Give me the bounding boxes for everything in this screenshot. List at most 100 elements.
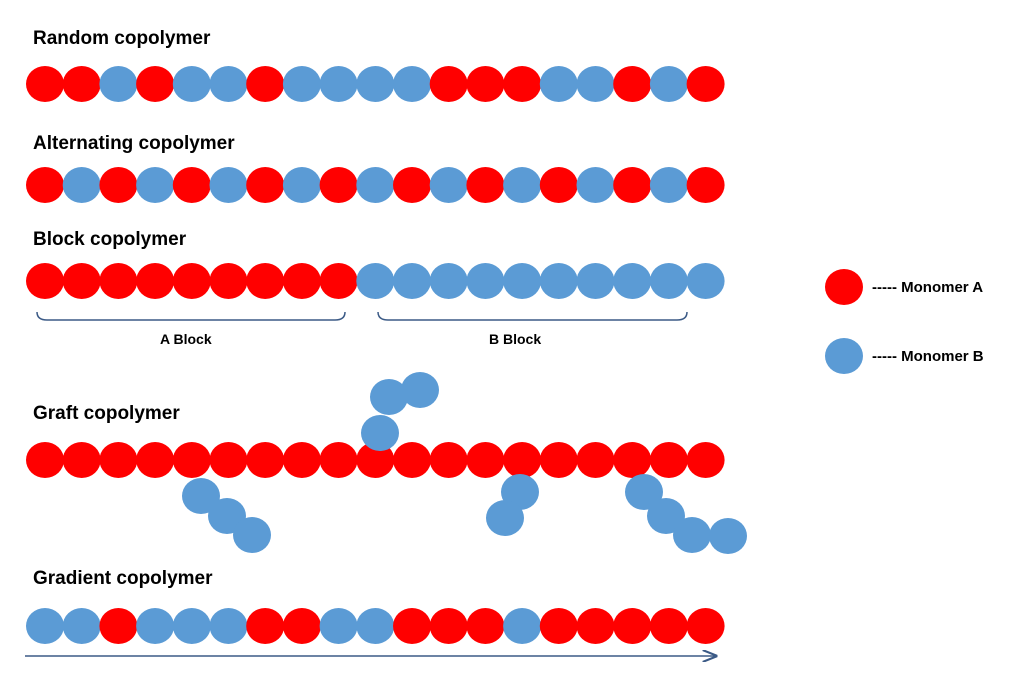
monomer-a: [282, 263, 321, 299]
monomer-a: [62, 66, 101, 102]
chain-graft: [26, 442, 725, 478]
monomer-a: [576, 442, 615, 478]
monomer-b: [319, 66, 358, 102]
monomer-b: [172, 608, 211, 644]
monomer-b: [393, 263, 431, 299]
monomer-a: [393, 608, 431, 644]
monomer-a: [99, 167, 138, 203]
monomer-b: [356, 66, 395, 102]
monomer-b: [62, 167, 101, 203]
monomer-a: [172, 442, 211, 478]
monomer-b: [393, 66, 431, 102]
chain-alternating: [26, 167, 725, 203]
monomer-b: [503, 608, 542, 644]
legend-monomer-b-label: ----- Monomer B: [872, 348, 984, 365]
monomer-a: [172, 167, 211, 203]
monomer-a: [613, 66, 652, 102]
monomer-a: [246, 442, 285, 478]
monomer-b: [356, 263, 395, 299]
monomer-b: [209, 608, 248, 644]
monomer-b: [625, 474, 663, 510]
monomer-b: [429, 167, 468, 203]
monomer-a: [136, 263, 175, 299]
monomer-b: [613, 263, 652, 299]
monomer-a: [649, 442, 688, 478]
monomer-a: [136, 66, 175, 102]
title-graft: Graft copolymer: [33, 403, 180, 424]
monomer-a: [356, 442, 395, 478]
monomer-a: [466, 608, 505, 644]
monomer-a: [99, 263, 138, 299]
monomer-a: [649, 608, 688, 644]
monomer-a: [26, 263, 64, 299]
monomer-a: [246, 608, 285, 644]
monomer-b: [319, 608, 358, 644]
monomer-b: [172, 66, 211, 102]
monomer-b: [356, 167, 395, 203]
monomer-b: [576, 167, 615, 203]
monomer-b: [649, 66, 688, 102]
a-block-label: A Block: [160, 331, 212, 347]
monomer-a: [539, 167, 578, 203]
legend-monomer-b-marker: [825, 338, 863, 374]
monomer-b: [282, 66, 321, 102]
monomer-a: [282, 442, 321, 478]
monomer-b: [673, 517, 711, 553]
monomer-a: [246, 66, 285, 102]
monomer-a: [26, 442, 64, 478]
monomer-b: [709, 518, 747, 554]
monomer-b: [233, 517, 271, 553]
chain-gradient: [26, 608, 725, 644]
monomer-a: [246, 263, 285, 299]
monomer-a: [209, 442, 248, 478]
monomer-a: [62, 263, 101, 299]
chain-block: [26, 263, 725, 299]
monomer-a: [613, 167, 652, 203]
monomer-a: [686, 442, 725, 478]
monomer-b: [136, 608, 175, 644]
monomer-b: [539, 263, 578, 299]
monomer-a: [503, 66, 542, 102]
monomer-a: [466, 66, 505, 102]
monomer-b: [649, 167, 688, 203]
monomer-a: [576, 608, 615, 644]
monomer-b: [576, 66, 615, 102]
monomer-a: [26, 167, 64, 203]
monomer-a: [466, 167, 505, 203]
chain-random: [26, 66, 725, 102]
monomer-b: [466, 263, 505, 299]
legend-monomer-a-marker: [825, 269, 863, 305]
monomer-a: [393, 167, 431, 203]
monomer-b: [62, 608, 101, 644]
monomer-a: [319, 442, 358, 478]
monomer-a: [429, 442, 468, 478]
monomer-b: [539, 66, 578, 102]
monomer-b: [576, 263, 615, 299]
monomer-a: [539, 442, 578, 478]
b-block-label: B Block: [489, 331, 542, 347]
monomer-a: [209, 263, 248, 299]
monomer-a: [99, 608, 138, 644]
monomer-b: [686, 263, 725, 299]
monomer-b: [99, 66, 138, 102]
monomer-b: [401, 372, 439, 408]
monomer-b: [182, 478, 220, 514]
monomer-b: [486, 500, 524, 536]
monomer-b: [370, 379, 408, 415]
monomer-a: [466, 442, 505, 478]
monomer-b: [26, 608, 64, 644]
monomer-b: [503, 167, 542, 203]
monomer-b: [356, 608, 395, 644]
monomer-a: [99, 442, 138, 478]
title-block: Block copolymer: [33, 229, 187, 250]
monomer-b: [209, 167, 248, 203]
title-random: Random copolymer: [33, 28, 211, 49]
monomer-b: [361, 415, 399, 451]
monomer-a: [282, 608, 321, 644]
monomer-a: [539, 608, 578, 644]
monomer-a: [429, 66, 468, 102]
a-block-bracket: [36, 311, 346, 321]
monomer-b: [136, 167, 175, 203]
monomer-b: [647, 498, 685, 534]
